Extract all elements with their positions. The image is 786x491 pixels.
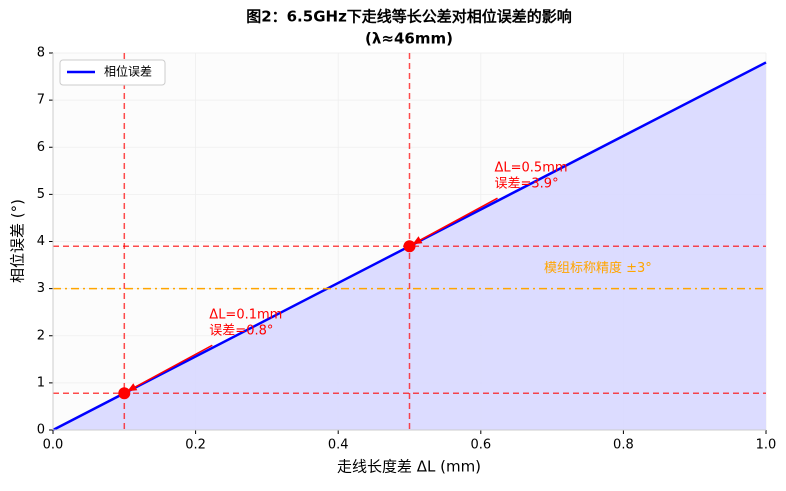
x-tick-label: 0.0	[43, 438, 64, 453]
legend-label: 相位误差	[104, 64, 152, 79]
annotation-arrow	[128, 344, 213, 391]
annotation: 误差=3.9°	[495, 177, 559, 192]
y-tick-label: 0	[37, 423, 45, 438]
y-tick-label: 2	[37, 328, 45, 343]
annotation: 误差=0.8°	[209, 324, 273, 339]
x-axis-label: 走线长度差 ΔL (mm)	[337, 458, 481, 476]
y-tick-label: 1	[37, 375, 45, 390]
arrow-head	[412, 236, 423, 245]
chart-subtitle: (λ≈46mm)	[365, 30, 453, 48]
chart-title: 图2：6.5GHz下走线等长公差对相位误差的影响	[246, 8, 572, 26]
annotation-arrow	[414, 197, 498, 244]
y-tick-label: 3	[37, 281, 45, 296]
x-tick-label: 1.0	[756, 438, 777, 453]
x-tick-label: 0.8	[613, 438, 634, 453]
arrow-head	[127, 383, 138, 392]
marker	[403, 240, 416, 253]
y-tick-label: 7	[37, 93, 45, 108]
y-axis-label: 相位误差 (°)	[9, 199, 27, 283]
x-tick-label: 0.2	[185, 438, 206, 453]
y-tick-label: 6	[37, 140, 45, 155]
y-tick-label: 8	[37, 46, 45, 61]
y-tick-label: 4	[37, 234, 45, 249]
x-tick-label: 0.6	[470, 438, 491, 453]
marker	[118, 387, 131, 400]
annotation: ΔL=0.5mm	[495, 161, 568, 176]
tolerance-label: 模组标称精度 ±3°	[544, 260, 652, 276]
annotation: ΔL=0.1mm	[209, 308, 282, 323]
x-tick-label: 0.4	[328, 438, 349, 453]
y-tick-label: 5	[37, 187, 45, 202]
legend	[59, 59, 166, 86]
